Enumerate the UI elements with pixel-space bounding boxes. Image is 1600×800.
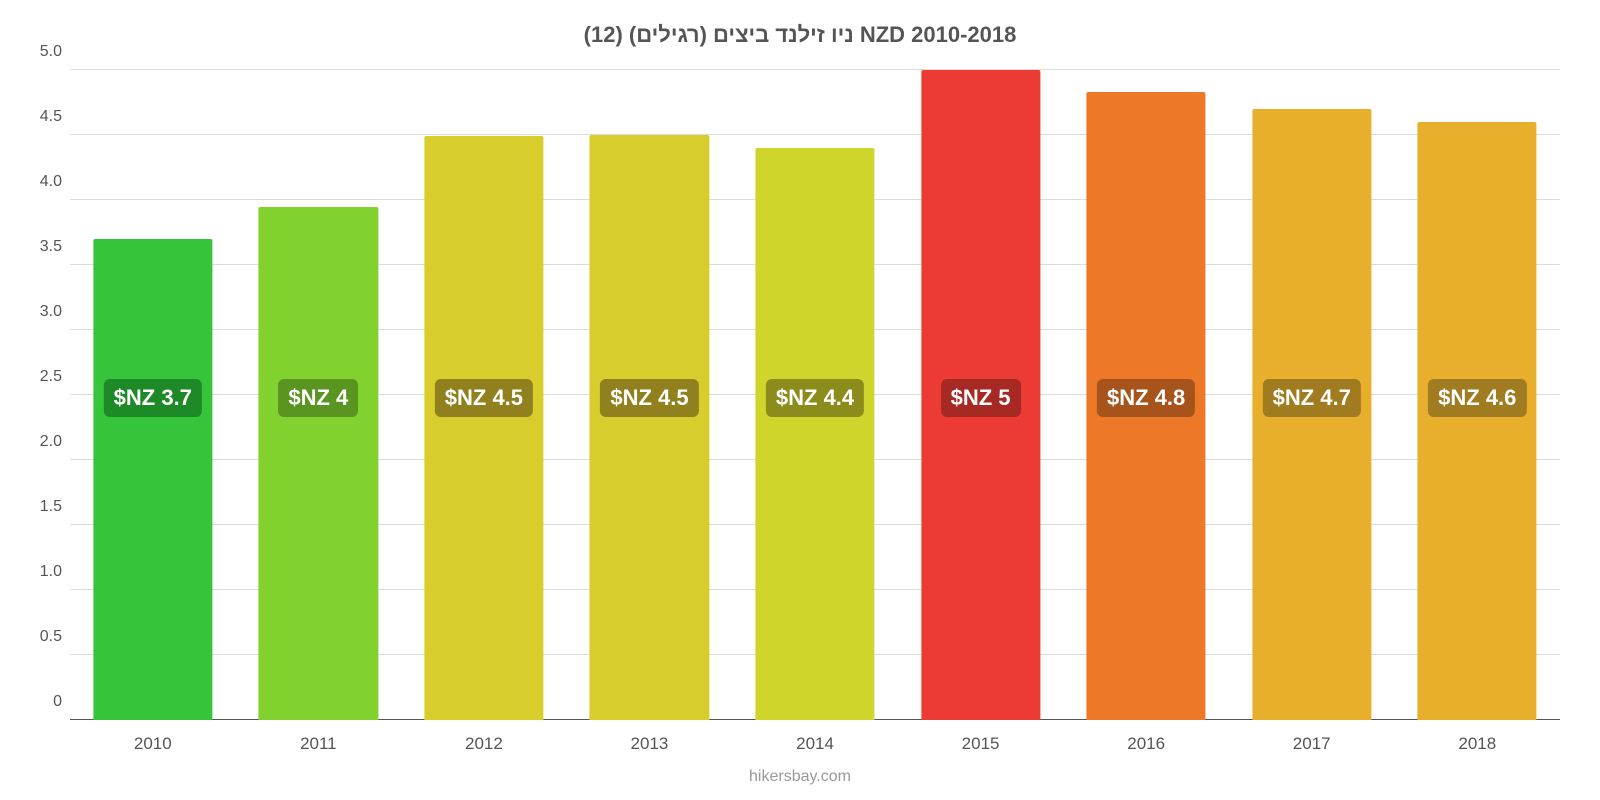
- chart-container: ניו זילנד ביצים (רגילים) (12) NZD 2010-2…: [0, 0, 1600, 800]
- value-badge: $NZ 4.6: [1428, 379, 1526, 417]
- x-tick-label: 2015: [962, 734, 1000, 754]
- bar-column: $NZ 4.52012: [401, 70, 567, 720]
- attribution-text: hikersbay.com: [0, 768, 1600, 786]
- value-badge: $NZ 5: [941, 379, 1021, 417]
- bar: [424, 136, 543, 720]
- plot-area: 00.51.01.52.02.53.03.54.04.55.0 $NZ 3.72…: [70, 70, 1560, 720]
- x-tick-label: 2011: [300, 734, 337, 754]
- bar: [1418, 122, 1537, 720]
- x-tick-label: 2010: [134, 734, 172, 754]
- x-tick-label: 2018: [1458, 734, 1496, 754]
- x-tick-label: 2014: [796, 734, 834, 754]
- bar: [590, 135, 709, 720]
- bar-columns: $NZ 3.72010$NZ 42011$NZ 4.52012$NZ 4.520…: [70, 70, 1560, 720]
- value-badge: $NZ 4.5: [435, 379, 533, 417]
- x-tick-label: 2012: [465, 734, 503, 754]
- value-badge: $NZ 3.7: [104, 379, 202, 417]
- bar-column: $NZ 4.62018: [1395, 70, 1561, 720]
- y-tick-label: 3.0: [22, 303, 62, 321]
- bar: [259, 207, 378, 721]
- y-tick-label: 2.5: [22, 368, 62, 386]
- y-tick-label: 0.5: [22, 628, 62, 646]
- x-tick-label: 2017: [1293, 734, 1331, 754]
- bar-column: $NZ 4.72017: [1229, 70, 1395, 720]
- chart-title: ניו זילנד ביצים (רגילים) (12) NZD 2010-2…: [0, 0, 1600, 54]
- y-tick-label: 3.5: [22, 238, 62, 256]
- value-badge: $NZ 4.7: [1263, 379, 1361, 417]
- y-tick-label: 1.5: [22, 498, 62, 516]
- y-tick-label: 4.0: [22, 173, 62, 191]
- y-tick-label: 0: [22, 693, 62, 711]
- value-badge: $NZ 4.5: [600, 379, 698, 417]
- x-tick-label: 2013: [631, 734, 669, 754]
- bar-column: $NZ 52015: [898, 70, 1064, 720]
- y-tick-label: 4.5: [22, 108, 62, 126]
- bar: [93, 239, 212, 720]
- value-badge: $NZ 4: [278, 379, 358, 417]
- bar: [755, 148, 874, 720]
- x-tick-label: 2016: [1127, 734, 1165, 754]
- bar-column: $NZ 42011: [236, 70, 402, 720]
- bar-column: $NZ 4.52013: [567, 70, 733, 720]
- y-tick-label: 1.0: [22, 563, 62, 581]
- y-tick-label: 2.0: [22, 433, 62, 451]
- bar-column: $NZ 4.82016: [1063, 70, 1229, 720]
- bar-column: $NZ 4.42014: [732, 70, 898, 720]
- value-badge: $NZ 4.8: [1097, 379, 1195, 417]
- bar-column: $NZ 3.72010: [70, 70, 236, 720]
- value-badge: $NZ 4.4: [766, 379, 864, 417]
- y-tick-label: 5.0: [22, 43, 62, 61]
